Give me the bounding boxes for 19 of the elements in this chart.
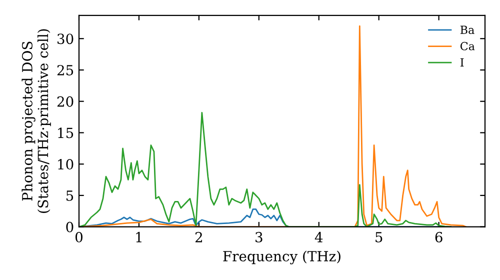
x-tick-label: 6 xyxy=(435,232,442,242)
y-tick-label: 0 xyxy=(66,222,74,232)
x-tick-label: 0 xyxy=(75,232,82,242)
legend-label: Ca xyxy=(460,42,475,50)
y-tick-label: 10 xyxy=(58,159,74,170)
y-tick-label: 15 xyxy=(58,128,74,138)
x-tick-label: 2 xyxy=(195,232,202,242)
x-tick-label: 4 xyxy=(314,232,323,242)
x-tick-label: 1 xyxy=(136,232,142,242)
legend-label: I xyxy=(460,58,464,66)
y-axis-title: Phonon projected DOS (States/THz·primitive cell) xyxy=(22,29,51,213)
y-tick-label: 25 xyxy=(57,64,74,76)
y-tick-label: 5 xyxy=(66,190,74,201)
x-axis-title: Frequency (THz) xyxy=(223,250,340,264)
legend-label: Ba xyxy=(460,26,474,34)
x-tick-label: 3 xyxy=(256,232,262,242)
x-tick-label: 5 xyxy=(376,232,382,242)
y-tick-label: 20 xyxy=(57,96,74,107)
y-tick-label: 30 xyxy=(58,34,74,44)
